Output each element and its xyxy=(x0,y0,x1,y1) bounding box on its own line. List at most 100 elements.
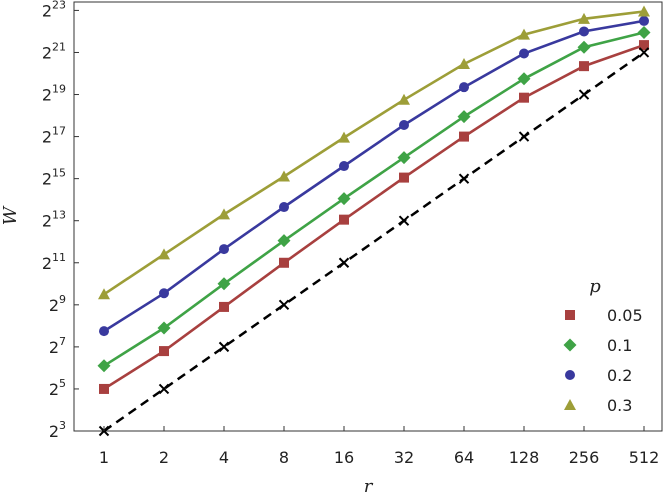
data-point xyxy=(459,82,469,93)
data-point xyxy=(278,299,290,311)
series-p-0.05 xyxy=(99,40,649,394)
data-point xyxy=(398,93,410,105)
data-point xyxy=(279,202,289,213)
data-point xyxy=(158,248,170,260)
series-p-0.2 xyxy=(99,15,649,337)
series-line xyxy=(103,10,645,296)
y-tick-label: 213 xyxy=(42,209,66,231)
data-point xyxy=(157,321,171,335)
data-point xyxy=(457,110,471,124)
legend-title: p xyxy=(589,276,601,297)
x-tick-label: 2 xyxy=(159,448,169,467)
data-point xyxy=(339,161,349,172)
data-point xyxy=(637,25,651,39)
data-point xyxy=(278,170,290,182)
y-tick-label: 29 xyxy=(49,293,66,315)
x-tick-label: 64 xyxy=(454,448,474,467)
legend-marker xyxy=(565,370,575,380)
data-point xyxy=(519,48,529,59)
data-point xyxy=(399,172,409,183)
series-reference-dashed xyxy=(98,47,650,437)
data-point xyxy=(459,131,469,142)
series-line xyxy=(103,31,645,367)
legend-entry: 0.05 xyxy=(565,306,643,325)
data-point xyxy=(218,341,230,353)
data-point xyxy=(158,383,170,395)
y-tick-label: 215 xyxy=(42,167,66,189)
data-point xyxy=(517,72,531,86)
legend-label: 0.3 xyxy=(607,396,632,415)
series-p-0.1 xyxy=(97,25,651,373)
data-point xyxy=(217,277,231,291)
series-p-0.3 xyxy=(98,5,650,300)
y-tick-label: 25 xyxy=(49,377,66,399)
data-point xyxy=(219,244,229,255)
data-point xyxy=(337,192,351,206)
x-tick-label: 16 xyxy=(334,448,354,467)
legend-label: 0.05 xyxy=(607,306,643,325)
data-point xyxy=(578,89,590,100)
data-point xyxy=(159,346,169,357)
data-point xyxy=(338,131,350,143)
x-tick-label: 128 xyxy=(509,448,540,467)
data-point xyxy=(638,5,650,17)
y-tick-label: 27 xyxy=(49,335,66,357)
y-tick-label: 219 xyxy=(42,83,66,105)
data-point xyxy=(277,234,291,248)
data-point xyxy=(519,92,529,103)
plot-frame xyxy=(73,1,663,432)
data-point xyxy=(518,28,530,40)
y-tick-label: 223 xyxy=(42,0,66,20)
y-axis-label: W xyxy=(0,205,21,225)
y-tick-label: 217 xyxy=(42,125,66,147)
data-point xyxy=(639,40,649,51)
legend-marker xyxy=(565,310,575,320)
legend-entry: 0.1 xyxy=(563,336,632,355)
data-point xyxy=(458,173,470,184)
data-point xyxy=(339,214,349,225)
data-point xyxy=(398,215,410,226)
data-point xyxy=(99,383,109,394)
y-tick-label: 211 xyxy=(42,251,66,273)
x-tick-label: 1 xyxy=(99,448,109,467)
legend-label: 0.1 xyxy=(607,336,632,355)
series-line xyxy=(103,43,645,390)
legend-entry: 0.3 xyxy=(564,396,632,415)
series-line xyxy=(103,19,645,333)
data-point xyxy=(97,359,111,373)
data-point xyxy=(458,58,470,70)
data-point xyxy=(518,131,530,142)
data-point xyxy=(638,47,650,58)
legend-marker xyxy=(563,338,577,352)
data-point xyxy=(578,12,590,24)
x-tick-label: 512 xyxy=(629,448,660,467)
y-axis-ticks: 23 25 27 29 211 213 215 217 219 221 223 xyxy=(42,0,79,441)
legend: p 0.05 0.1 0.2 0.3 xyxy=(563,276,643,415)
x-tick-label: 32 xyxy=(394,448,414,467)
data-point xyxy=(399,120,409,131)
data-point xyxy=(218,208,230,220)
data-point xyxy=(639,15,649,26)
data-point xyxy=(279,257,289,268)
data-point xyxy=(98,288,110,300)
series-line xyxy=(103,51,645,433)
x-axis-ticks: 1 2 4 8 16 32 64 128 256 512 xyxy=(99,426,659,467)
data-point xyxy=(338,257,350,268)
data-point xyxy=(397,151,411,165)
x-axis-label: r xyxy=(364,476,374,497)
legend-label: 0.2 xyxy=(607,366,632,385)
data-point xyxy=(99,326,109,337)
x-tick-label: 4 xyxy=(219,448,229,467)
data-point xyxy=(219,301,229,312)
series-layer xyxy=(97,5,651,437)
y-tick-label: 221 xyxy=(42,40,66,62)
legend-entry: 0.2 xyxy=(565,366,632,385)
x-tick-label: 256 xyxy=(569,448,600,467)
data-point xyxy=(159,288,169,299)
y-tick-label: 23 xyxy=(49,419,66,441)
data-point xyxy=(579,26,589,37)
legend-marker xyxy=(564,399,576,410)
data-point xyxy=(579,61,589,72)
data-point xyxy=(577,40,591,54)
